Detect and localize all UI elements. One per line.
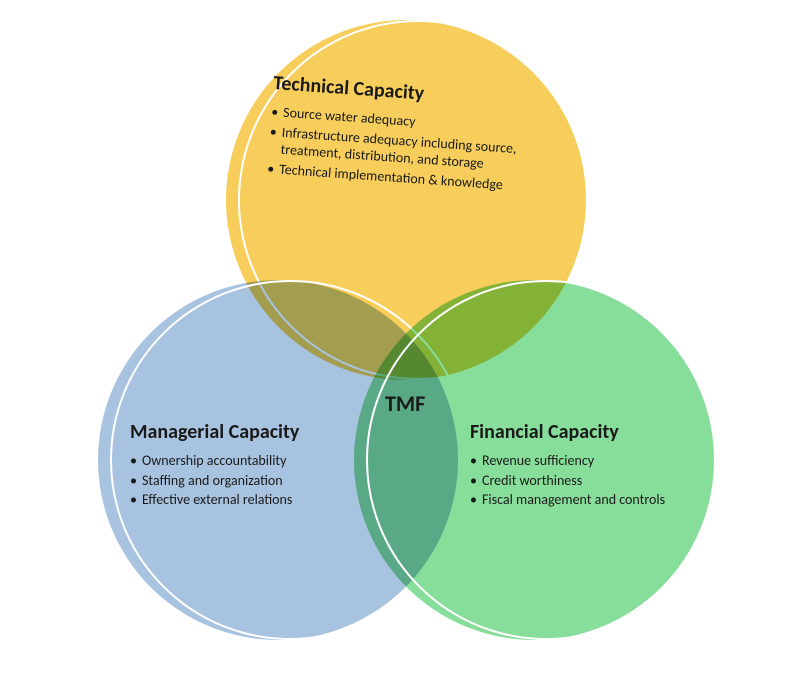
managerial-text-block: Managerial Capacity Ownership accountabi… xyxy=(130,420,355,511)
managerial-item: Ownership accountability xyxy=(130,452,355,470)
financial-title: Financial Capacity xyxy=(470,420,680,444)
managerial-item: Staffing and organization xyxy=(130,472,355,490)
managerial-item: Effective external relations xyxy=(130,491,355,509)
venn-diagram: Technical Capacity Source water adequacy… xyxy=(0,0,812,688)
financial-item: Fiscal management and controls xyxy=(470,491,680,509)
financial-item: Revenue sufficiency xyxy=(470,452,680,470)
technical-text-block: Technical Capacity Source water adequacy… xyxy=(267,71,534,197)
managerial-list: Ownership accountability Staffing and or… xyxy=(130,452,355,509)
financial-item: Credit worthiness xyxy=(470,472,680,490)
managerial-title: Managerial Capacity xyxy=(130,420,355,444)
technical-list: Source water adequacy Infrastructure ade… xyxy=(267,103,532,195)
financial-text-block: Financial Capacity Revenue sufficiency C… xyxy=(470,420,680,511)
financial-list: Revenue sufficiency Credit worthiness Fi… xyxy=(470,452,680,509)
center-label: TMF xyxy=(385,390,425,417)
